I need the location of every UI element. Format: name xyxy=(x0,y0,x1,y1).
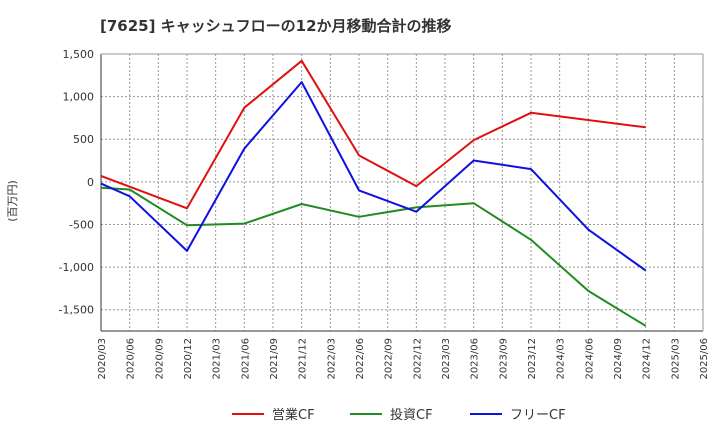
y-tick-label: -1,500 xyxy=(59,304,94,317)
y-axis-label: (百万円) xyxy=(6,180,19,222)
chart-title: [7625] キャッシュフローの12か月移動合計の推移 xyxy=(100,17,452,35)
series-line xyxy=(100,186,647,327)
x-tick-label: 2022/12 xyxy=(412,338,423,380)
x-tick-label: 2021/09 xyxy=(269,338,280,380)
x-tick-label: 2020/03 xyxy=(97,338,108,380)
series-lines xyxy=(100,59,647,327)
x-tick-label: 2024/12 xyxy=(642,338,653,380)
axes: 1,500 1,000 500 0 -500 -1,000 -1,500 2020/03 202… xyxy=(59,48,710,380)
x-tick-label: 2021/06 xyxy=(240,338,251,380)
y-tick-label: 1,000 xyxy=(63,91,95,104)
x-tick-label: 2021/03 xyxy=(212,338,223,380)
x-tick-label: 2025/03 xyxy=(670,338,681,380)
x-tick-label: 2023/12 xyxy=(527,338,538,380)
x-tick-label: 2025/06 xyxy=(699,338,710,380)
x-tick-label: 2022/03 xyxy=(326,338,337,380)
x-tick-label: 2021/12 xyxy=(298,338,309,380)
plot-area xyxy=(101,54,703,331)
x-tick-label: 2020/09 xyxy=(154,338,165,380)
x-tick-label: 2024/06 xyxy=(584,338,595,380)
y-tick-label: -500 xyxy=(69,218,94,231)
y-tick-label: -1,000 xyxy=(59,261,94,274)
x-tick-label: 2020/12 xyxy=(183,338,194,380)
legend: 営業CF 投資CF フリーCF xyxy=(232,407,566,423)
legend-label: 営業CF xyxy=(272,407,315,423)
x-tick-label: 2024/03 xyxy=(556,338,567,380)
x-tick-label: 2023/09 xyxy=(498,338,509,380)
y-tick-label: 0 xyxy=(87,176,94,189)
y-tick-label: 1,500 xyxy=(63,48,95,61)
series-line xyxy=(100,59,646,210)
legend-label: フリーCF xyxy=(510,408,566,423)
x-tick-label: 2024/09 xyxy=(613,338,624,380)
x-tick-label: 2022/09 xyxy=(384,338,395,380)
x-tick-label: 2023/03 xyxy=(441,338,452,380)
x-tick-label: 2022/06 xyxy=(355,338,366,380)
y-tick-label: 500 xyxy=(73,133,94,146)
legend-label: 投資CF xyxy=(390,407,433,423)
x-tick-label: 2020/06 xyxy=(126,338,137,380)
x-tick-label: 2023/06 xyxy=(470,338,481,380)
series-line xyxy=(100,81,647,272)
grid-lines xyxy=(100,53,704,331)
